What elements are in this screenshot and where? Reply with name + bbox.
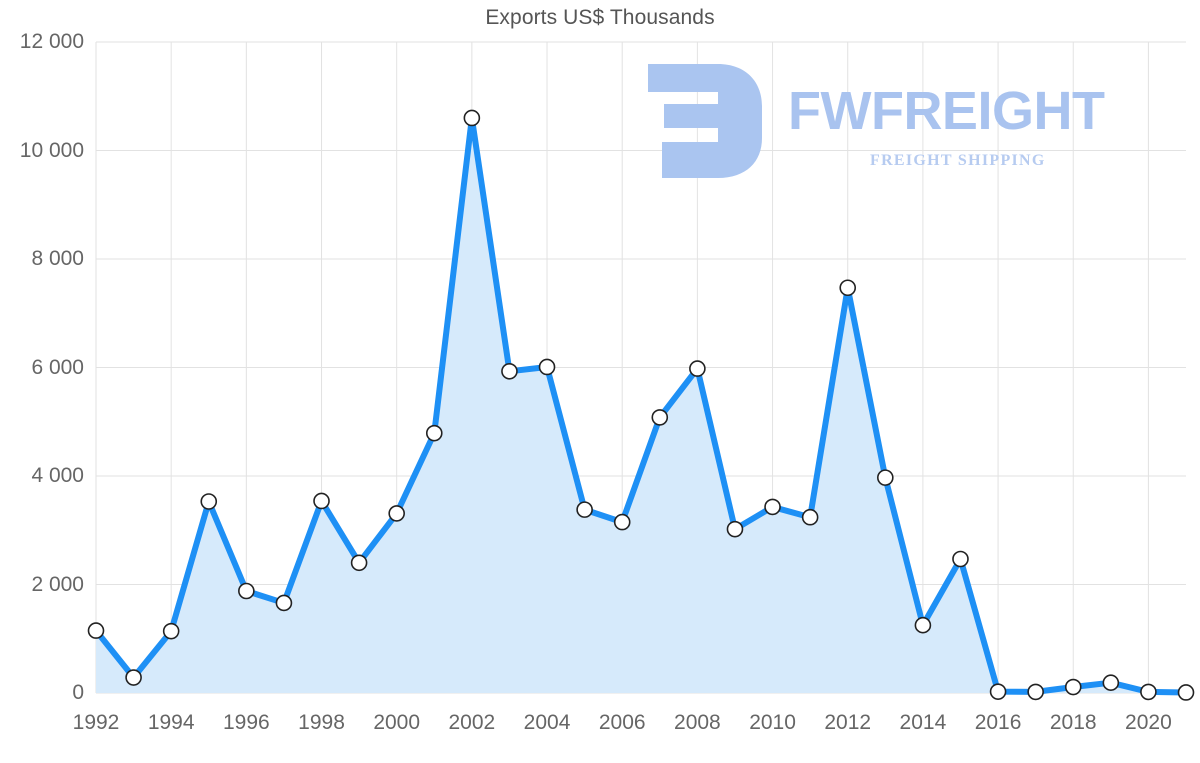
data-point-marker[interactable] [388,505,405,522]
data-point-marker[interactable] [989,683,1007,700]
y-axis-tick-label: 12 000 [19,30,84,53]
data-point-markers [87,109,1195,701]
data-point-marker[interactable] [839,279,857,297]
data-point-marker[interactable] [1177,684,1195,701]
x-axis-tick-label: 2004 [523,711,571,734]
x-axis-tick-label: 2002 [448,711,496,734]
data-point-marker[interactable] [162,622,180,640]
data-point-marker[interactable] [425,424,443,442]
y-axis-tick-label: 6 000 [31,355,84,379]
data-point-marker[interactable] [238,582,255,600]
data-point-marker[interactable] [651,409,669,426]
y-axis-tick-label: 8 000 [31,247,84,270]
x-axis-tick-label: 2008 [674,711,721,734]
data-point-marker[interactable] [914,616,932,634]
x-axis-tick-label: 2018 [1049,711,1097,734]
y-axis-tick-label: 4 000 [31,464,84,487]
data-point-marker[interactable] [275,594,293,612]
x-axis-tick-label: 2010 [749,711,796,734]
x-axis-tick-label: 1992 [72,711,120,734]
x-axis-tick-label: 2006 [598,711,646,734]
data-point-marker[interactable] [313,492,330,510]
area-fill-path [96,117,1186,693]
y-axis-tick-label: 0 [72,681,84,704]
data-point-marker[interactable] [350,554,368,572]
chart-title: Exports US$ Thousands [485,6,715,29]
x-axis-tick-label: 1998 [298,711,345,734]
x-axis-tick-label: 2000 [373,711,421,734]
x-axis-tick-label: 2020 [1125,711,1172,734]
data-point-marker[interactable] [726,520,744,538]
data-point-marker[interactable] [200,493,218,510]
y-axis-tick-label: 10 000 [19,138,84,162]
data-point-marker[interactable] [125,669,142,686]
x-axis-tick-label: 2014 [899,711,947,734]
data-point-marker[interactable] [689,360,706,377]
data-point-marker[interactable] [1064,678,1082,696]
data-point-marker[interactable] [801,508,819,526]
data-point-marker[interactable] [613,513,631,531]
data-point-marker[interactable] [501,362,518,380]
x-axis-tick-label: 1994 [147,711,195,734]
x-axis-tick-label: 2012 [824,711,872,734]
data-point-marker[interactable] [87,622,105,639]
data-point-marker[interactable] [463,109,481,127]
data-point-marker[interactable] [952,550,969,568]
data-point-marker[interactable] [764,498,781,516]
y-axis-tick-label: 2 000 [31,572,84,596]
data-point-marker[interactable] [1102,674,1120,691]
data-point-marker[interactable] [877,469,894,486]
area-fill [96,117,1186,693]
data-point-marker[interactable] [538,358,556,376]
x-axis-tick-label: 2016 [974,711,1022,734]
data-point-marker[interactable] [1027,683,1044,701]
x-axis-tick-label: 1996 [222,711,270,734]
data-point-marker[interactable] [576,501,593,518]
data-point-marker[interactable] [1140,683,1157,701]
